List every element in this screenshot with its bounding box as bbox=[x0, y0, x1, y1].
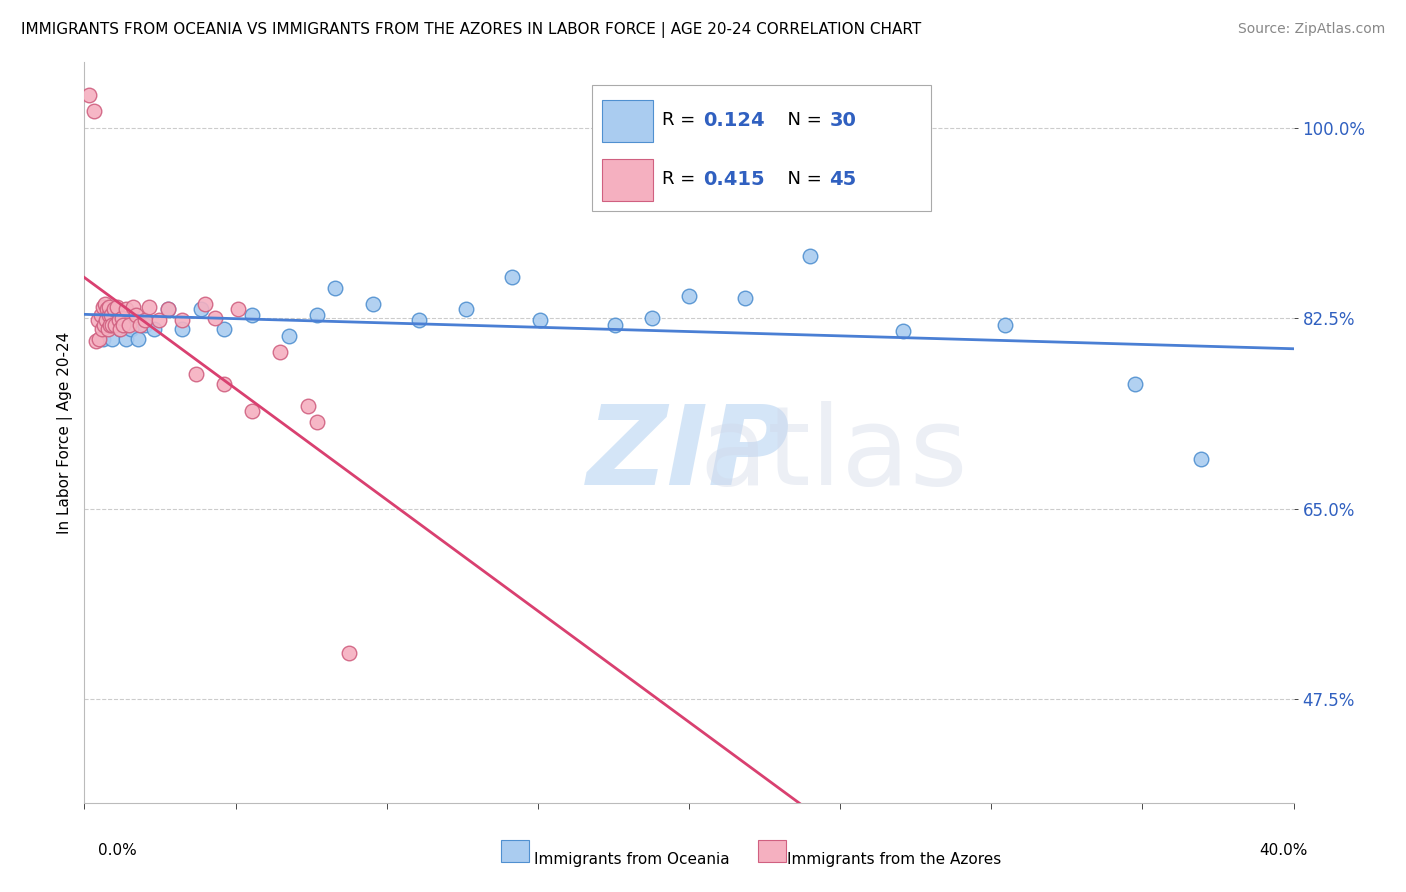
FancyBboxPatch shape bbox=[602, 160, 652, 201]
Point bbox=[143, 321, 166, 335]
Text: N =: N = bbox=[776, 112, 828, 129]
Point bbox=[100, 318, 122, 333]
Point bbox=[138, 300, 160, 314]
Point bbox=[93, 318, 115, 333]
Text: 30: 30 bbox=[830, 111, 856, 129]
Point bbox=[83, 103, 105, 118]
Point bbox=[89, 332, 111, 346]
Text: 45: 45 bbox=[830, 169, 856, 189]
Point bbox=[98, 300, 121, 314]
Point bbox=[269, 345, 291, 359]
Point bbox=[94, 297, 117, 311]
Point bbox=[194, 297, 217, 311]
Text: ZIP: ZIP bbox=[588, 401, 790, 508]
Point bbox=[361, 297, 384, 311]
Point bbox=[190, 302, 212, 317]
Point bbox=[325, 281, 347, 295]
Point bbox=[118, 318, 141, 333]
Point bbox=[91, 321, 114, 335]
Point bbox=[108, 321, 131, 335]
Text: atlas: atlas bbox=[700, 401, 969, 508]
Y-axis label: In Labor Force | Age 20-24: In Labor Force | Age 20-24 bbox=[58, 332, 73, 533]
Point bbox=[240, 308, 263, 322]
Text: R =: R = bbox=[662, 170, 702, 188]
Point bbox=[104, 318, 127, 333]
FancyBboxPatch shape bbox=[602, 100, 652, 142]
Point bbox=[226, 302, 249, 317]
Point bbox=[1189, 452, 1212, 467]
Point bbox=[240, 404, 263, 418]
Point bbox=[994, 318, 1017, 333]
Text: IMMIGRANTS FROM OCEANIA VS IMMIGRANTS FROM THE AZORES IN LABOR FORCE | AGE 20-24: IMMIGRANTS FROM OCEANIA VS IMMIGRANTS FR… bbox=[21, 22, 921, 38]
Point bbox=[100, 308, 122, 322]
Point bbox=[603, 318, 626, 333]
Point bbox=[148, 313, 170, 327]
Point bbox=[101, 332, 124, 346]
Point bbox=[134, 313, 156, 327]
Point bbox=[170, 313, 193, 327]
Point bbox=[454, 302, 477, 317]
Point bbox=[97, 321, 120, 335]
Point bbox=[84, 334, 107, 349]
Point bbox=[134, 318, 156, 333]
Point bbox=[891, 324, 914, 338]
Point bbox=[297, 399, 319, 413]
Point bbox=[127, 332, 149, 346]
Text: 40.0%: 40.0% bbox=[1260, 843, 1308, 858]
Point bbox=[97, 318, 120, 333]
Point bbox=[678, 289, 700, 303]
Point bbox=[204, 310, 226, 325]
Point bbox=[305, 308, 328, 322]
Point bbox=[641, 310, 664, 325]
Point bbox=[91, 332, 114, 346]
Point bbox=[96, 302, 118, 317]
Point bbox=[94, 313, 117, 327]
Point bbox=[90, 308, 112, 322]
Point bbox=[1125, 377, 1147, 392]
Point bbox=[77, 87, 100, 102]
Point bbox=[212, 377, 235, 392]
Point bbox=[170, 321, 193, 335]
Point bbox=[91, 300, 114, 314]
Text: 0.124: 0.124 bbox=[703, 111, 765, 129]
Point bbox=[157, 302, 180, 317]
Text: Immigrants from the Azores: Immigrants from the Azores bbox=[787, 852, 1001, 867]
Point bbox=[110, 310, 132, 325]
Point bbox=[184, 367, 207, 381]
Text: 0.0%: 0.0% bbox=[98, 843, 138, 858]
Point bbox=[105, 300, 128, 314]
Text: R =: R = bbox=[662, 112, 702, 129]
Point bbox=[115, 302, 138, 317]
Point bbox=[278, 329, 301, 343]
Point bbox=[107, 313, 129, 327]
Point bbox=[121, 300, 143, 314]
Point bbox=[339, 646, 361, 660]
Point bbox=[529, 313, 551, 327]
Text: 0.415: 0.415 bbox=[703, 169, 765, 189]
Point bbox=[212, 321, 235, 335]
Point bbox=[108, 321, 131, 335]
Point bbox=[103, 302, 125, 317]
Point bbox=[305, 415, 328, 429]
Text: Source: ZipAtlas.com: Source: ZipAtlas.com bbox=[1237, 22, 1385, 37]
Point bbox=[101, 318, 124, 333]
Point bbox=[157, 302, 180, 317]
Point bbox=[87, 313, 110, 327]
Point bbox=[115, 332, 138, 346]
Point bbox=[734, 292, 756, 306]
Point bbox=[97, 308, 120, 322]
Text: N =: N = bbox=[776, 170, 828, 188]
Point bbox=[120, 321, 142, 335]
Point bbox=[799, 249, 821, 263]
FancyBboxPatch shape bbox=[592, 85, 931, 211]
Point bbox=[125, 308, 148, 322]
Point bbox=[408, 313, 430, 327]
Text: Immigrants from Oceania: Immigrants from Oceania bbox=[534, 852, 730, 867]
Point bbox=[112, 318, 135, 333]
Point bbox=[501, 270, 523, 285]
Point bbox=[129, 318, 152, 333]
